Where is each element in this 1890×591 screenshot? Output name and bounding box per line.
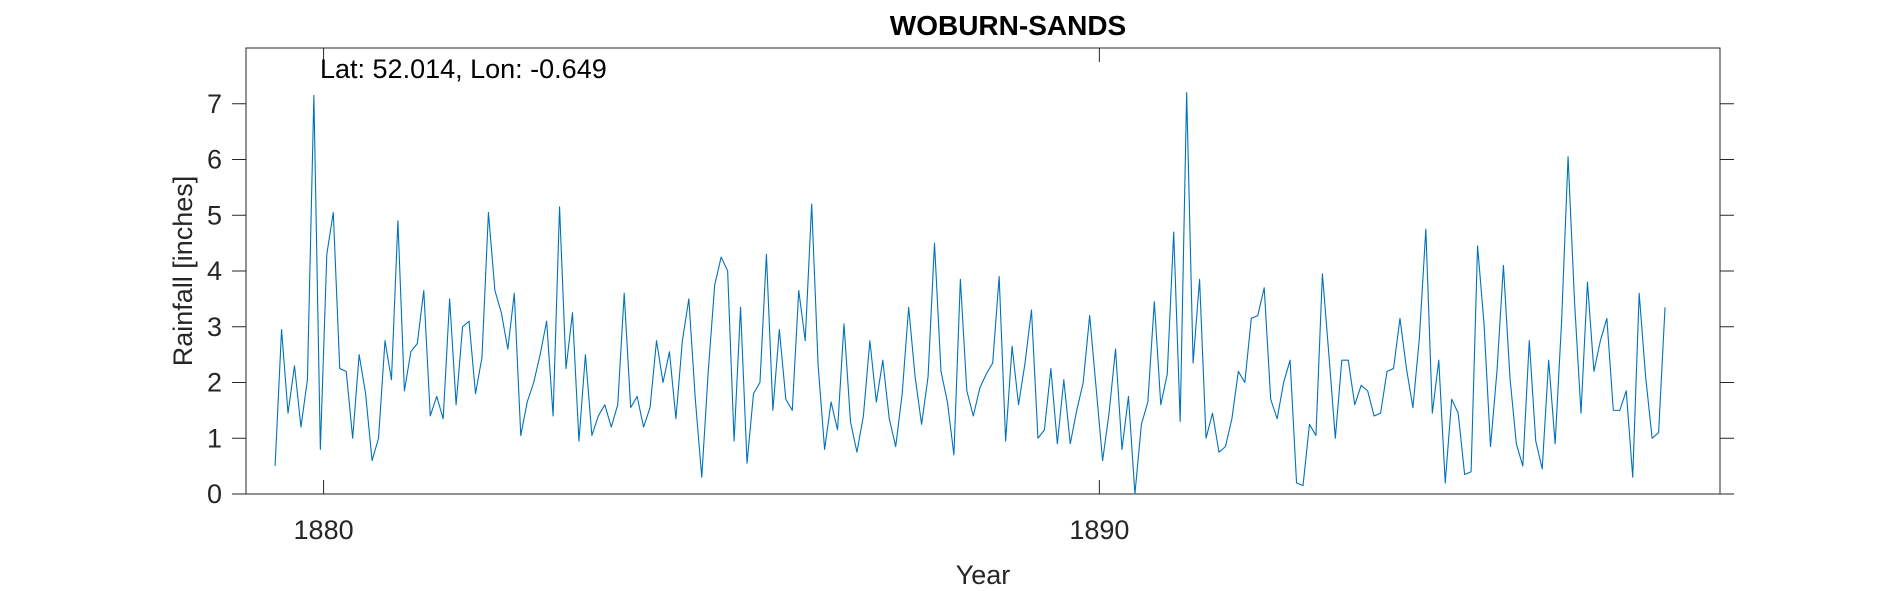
y-tick-label: 4 [207,256,222,286]
y-axis: 0 1 2 3 4 5 6 7 [207,89,1734,509]
y-tick-label: 5 [207,200,222,230]
y-tick-label: 6 [207,145,222,175]
y-tick-label: 2 [207,368,222,398]
x-tick-label: 1880 [294,515,354,545]
x-tick-label: 1890 [1069,515,1129,545]
plot-area [245,47,1721,495]
rainfall-series-line [274,92,1666,495]
y-tick-label: 1 [207,423,222,453]
y-tick-label: 7 [207,89,222,119]
location-annotation: Lat: 52.014, Lon: -0.649 [320,54,607,84]
y-axis-label: Rainfall [inches] [168,176,198,367]
x-axis: 1880 1890 [294,48,1129,545]
y-tick-label: 3 [207,312,222,342]
y-tick-label: 0 [207,479,222,509]
x-axis-label: Year [956,560,1011,590]
chart-title: WOBURN-SANDS [890,10,1126,41]
